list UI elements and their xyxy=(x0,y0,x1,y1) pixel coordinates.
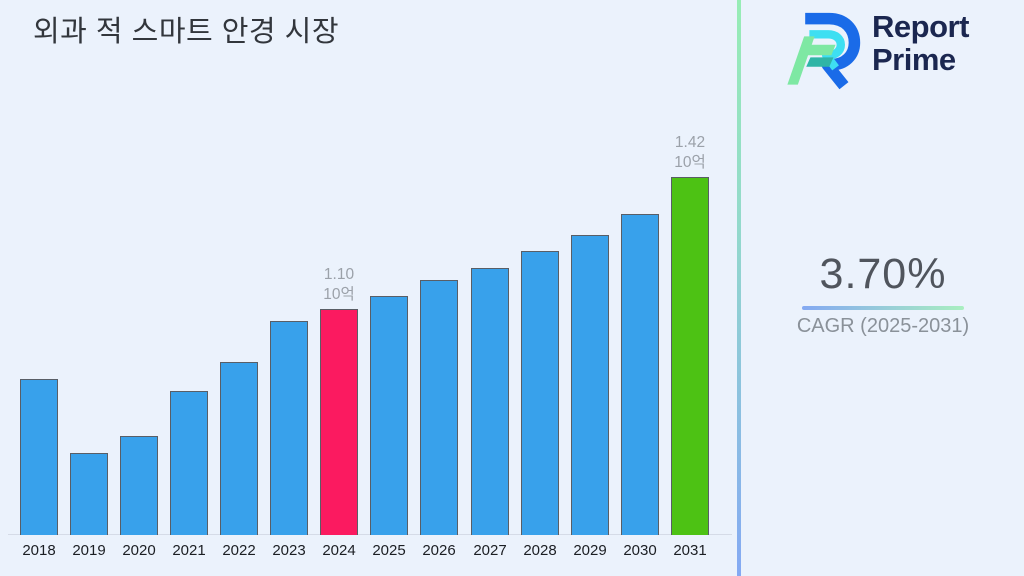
x-tick-label-2031: 2031 xyxy=(673,542,707,559)
bar-2026 xyxy=(420,280,458,535)
bar-2023 xyxy=(270,321,308,535)
report-prime-logo-icon xyxy=(787,12,861,90)
x-tick-label-2030: 2030 xyxy=(623,542,657,559)
data-label-2024: 1.10 10억 xyxy=(323,266,355,303)
brand-name: Report Prime xyxy=(872,10,969,76)
x-tick-label-2019: 2019 xyxy=(72,542,106,559)
bar-2024 xyxy=(320,309,358,535)
bar-2029 xyxy=(571,235,609,535)
x-tick-label-2020: 2020 xyxy=(122,542,156,559)
cagr-underline-accent xyxy=(802,306,964,310)
bar-2028 xyxy=(521,251,559,535)
bar-2022 xyxy=(220,362,258,535)
divider-line xyxy=(737,0,741,576)
bar-2025 xyxy=(370,296,408,535)
x-tick-label-2021: 2021 xyxy=(172,542,206,559)
bar-2027 xyxy=(471,268,509,535)
x-tick-label-2023: 2023 xyxy=(272,542,306,559)
x-tick-label-2025: 2025 xyxy=(372,542,406,559)
x-tick-label-2027: 2027 xyxy=(473,542,507,559)
bar-2020 xyxy=(120,436,158,535)
x-tick-label-2029: 2029 xyxy=(573,542,607,559)
x-tick-label-2028: 2028 xyxy=(523,542,557,559)
bar-2018 xyxy=(20,379,58,535)
cagr-caption: CAGR (2025-2031) xyxy=(796,315,970,337)
x-tick-label-2026: 2026 xyxy=(422,542,456,559)
x-tick-label-2018: 2018 xyxy=(22,542,56,559)
bar-2030 xyxy=(621,214,659,535)
x-tick-label-2024: 2024 xyxy=(322,542,356,559)
cagr-value: 3.70% xyxy=(819,250,947,298)
page-title: 외과 적 스마트 안경 시장 xyxy=(33,16,340,48)
bar-2019 xyxy=(70,453,108,535)
data-label-2031: 1.42 10억 xyxy=(674,134,706,171)
brand-name-line2: Prime xyxy=(872,42,956,77)
cagr-stat: 3.70% CAGR (2025-2031) xyxy=(778,250,988,338)
x-tick-label-2022: 2022 xyxy=(222,542,256,559)
bar-2021 xyxy=(170,391,208,535)
brand-name-line1: Report xyxy=(872,9,969,44)
bar-2031 xyxy=(671,177,709,535)
